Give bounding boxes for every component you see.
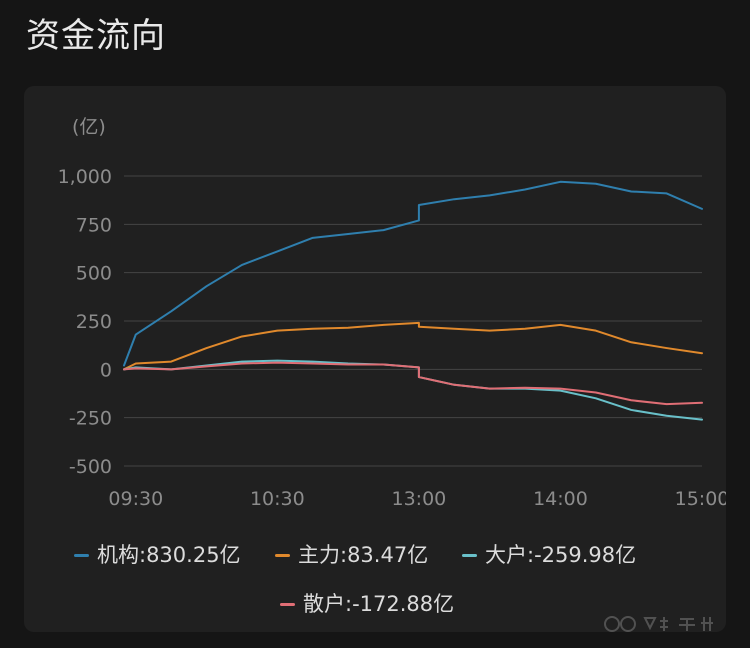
legend-label-jigou: 机构:830.25亿 (97, 543, 241, 567)
legend-item-sanhu[interactable]: 散户:-172.88亿 (280, 591, 454, 617)
legend-label-dahu: 大户:-259.98亿 (485, 543, 637, 567)
x-tick-label: 09:30 (108, 488, 163, 510)
legend-swatch-sanhu (280, 602, 295, 606)
y-tick-label: 750 (76, 214, 112, 236)
legend-swatch-jigou (74, 553, 89, 557)
axis-labels: (亿) -500 -250 0 250 500 750 1,000 09:30 10:30 13:0… (58, 116, 726, 510)
page-title: 资金流向 (26, 16, 166, 56)
fund-flow-line-chart: (亿) -500 -250 0 250 500 750 1,000 09:30 10:30 13:0… (58, 116, 726, 510)
y-axis-unit-label: (亿) (72, 116, 106, 138)
y-tick-label: 0 (100, 359, 112, 381)
legend-item-dahu[interactable]: 大户:-259.98亿 (462, 542, 636, 568)
y-tick-label: -250 (69, 408, 112, 430)
series-line-1 (123, 321, 703, 371)
y-tick-label: 500 (76, 263, 112, 285)
x-tick-label: 14:00 (533, 488, 588, 510)
x-tick-label: 10:30 (250, 488, 305, 510)
series-line-3 (123, 361, 703, 406)
legend-label-zhuli: 主力:83.47亿 (298, 543, 429, 567)
grid-lines (124, 175, 702, 467)
legend-item-zhuli[interactable]: 主力:83.47亿 (275, 542, 428, 568)
x-tick-label: 15:00 (675, 488, 726, 510)
fund-flow-chart-card: (亿) -500 -250 0 250 500 750 1,000 09:30 10:30 13:0… (24, 86, 726, 632)
data-series (123, 180, 703, 421)
legend-swatch-dahu (462, 553, 477, 557)
legend-item-jigou[interactable]: 机构:830.25亿 (74, 542, 241, 568)
series-line-0 (123, 180, 703, 367)
y-tick-label: -500 (69, 456, 112, 478)
x-tick-label: 13:00 (392, 488, 447, 510)
chart-legend: 机构:830.25亿 主力:83.47亿 大户:-259.98亿 散户:-172… (24, 542, 726, 622)
y-tick-label: 1,000 (58, 166, 112, 188)
legend-label-sanhu: 散户:-172.88亿 (303, 592, 455, 616)
y-tick-label: 250 (76, 311, 112, 333)
legend-swatch-zhuli (275, 553, 290, 557)
